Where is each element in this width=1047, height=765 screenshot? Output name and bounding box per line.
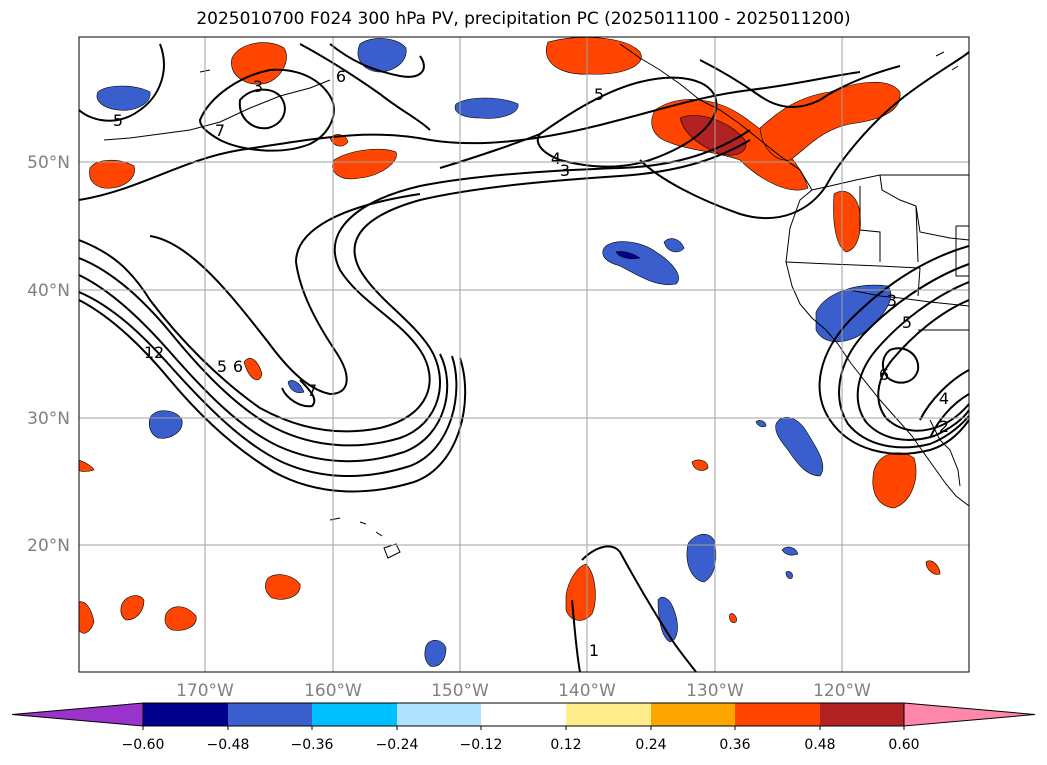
pv-contours — [79, 43, 969, 672]
precip-positive-regions — [79, 37, 941, 634]
lon-label: 130°W — [686, 681, 744, 701]
colorbar-tick-label: 0.12 — [550, 737, 581, 753]
lon-label: 140°W — [558, 681, 616, 701]
map-area: 5 3 6 7 5 4 3 12 5 6 7 5 6 4 2 1 3 — [79, 37, 969, 672]
contour-label: 6 — [336, 67, 346, 86]
contour-label: 6 — [879, 365, 889, 384]
colorbar-tick-label: 0.24 — [635, 737, 666, 753]
lat-label: 50°N — [27, 153, 70, 173]
colorbar-segment — [481, 703, 566, 726]
colorbar-segment — [228, 703, 312, 726]
lon-label: 170°W — [176, 681, 234, 701]
colorbar-tick-label: 0.48 — [804, 737, 835, 753]
colorbar: −0.60 −0.48 −0.36 −0.24 −0.12 0.12 0.24 0.36 0.4… — [11, 702, 1036, 753]
map-title: 2025010700 F024 300 hPa PV, precipitatio… — [196, 9, 851, 29]
contour-label: 6 — [233, 357, 243, 376]
lon-label: 150°W — [431, 681, 489, 701]
colorbar-tick-label: 0.60 — [888, 737, 919, 753]
contour-label: 12 — [144, 343, 164, 362]
colorbar-segment — [735, 703, 820, 726]
lat-label: 20°N — [27, 536, 70, 556]
colorbar-tick-label: −0.48 — [207, 737, 250, 753]
contour-label: 5 — [113, 111, 123, 130]
colorbar-extend-high — [903, 702, 1036, 727]
contour-label: 2 — [939, 417, 949, 436]
contour-labels: 5 3 6 7 5 4 3 12 5 6 7 5 6 4 2 1 3 — [113, 67, 949, 660]
contour-label: 3 — [560, 161, 570, 180]
colorbar-extend-low — [11, 702, 144, 727]
contour-label: 5 — [902, 313, 912, 332]
colorbar-segment — [397, 703, 481, 726]
contour-label: 5 — [217, 357, 227, 376]
lon-axis: 170°W 160°W 150°W 140°W 130°W 120°W — [176, 681, 871, 701]
contour-label: 3 — [253, 77, 263, 96]
lon-label: 120°W — [813, 681, 871, 701]
contour-label: 3 — [887, 291, 897, 310]
colorbar-tick-label: 0.36 — [719, 737, 750, 753]
colorbar-frame — [142, 702, 905, 727]
lat-label: 30°N — [27, 409, 70, 429]
contour-label: 5 — [594, 85, 604, 104]
lon-label: 160°W — [304, 681, 362, 701]
gridlines — [79, 37, 969, 672]
colorbar-tick-label: −0.60 — [122, 737, 165, 753]
colorbar-segment — [651, 703, 735, 726]
contour-label: 1 — [589, 641, 599, 660]
colorbar-segment — [143, 703, 228, 726]
coastlines — [103, 43, 969, 559]
colorbar-segment — [312, 703, 397, 726]
colorbar-tick-label: −0.24 — [376, 737, 419, 753]
colorbar-tick-label: −0.12 — [460, 737, 503, 753]
contour-label: 4 — [939, 389, 949, 408]
colorbar-segment — [566, 703, 651, 726]
colorbar-tick-label: −0.36 — [291, 737, 334, 753]
map-frame — [78, 36, 970, 673]
contour-label: 4 — [551, 149, 561, 168]
colorbar-segment — [820, 703, 904, 726]
lat-label: 40°N — [27, 281, 70, 301]
contour-label: 7 — [307, 381, 317, 400]
lat-axis: 50°N 40°N 30°N 20°N — [27, 153, 70, 556]
contour-label: 7 — [215, 121, 225, 140]
